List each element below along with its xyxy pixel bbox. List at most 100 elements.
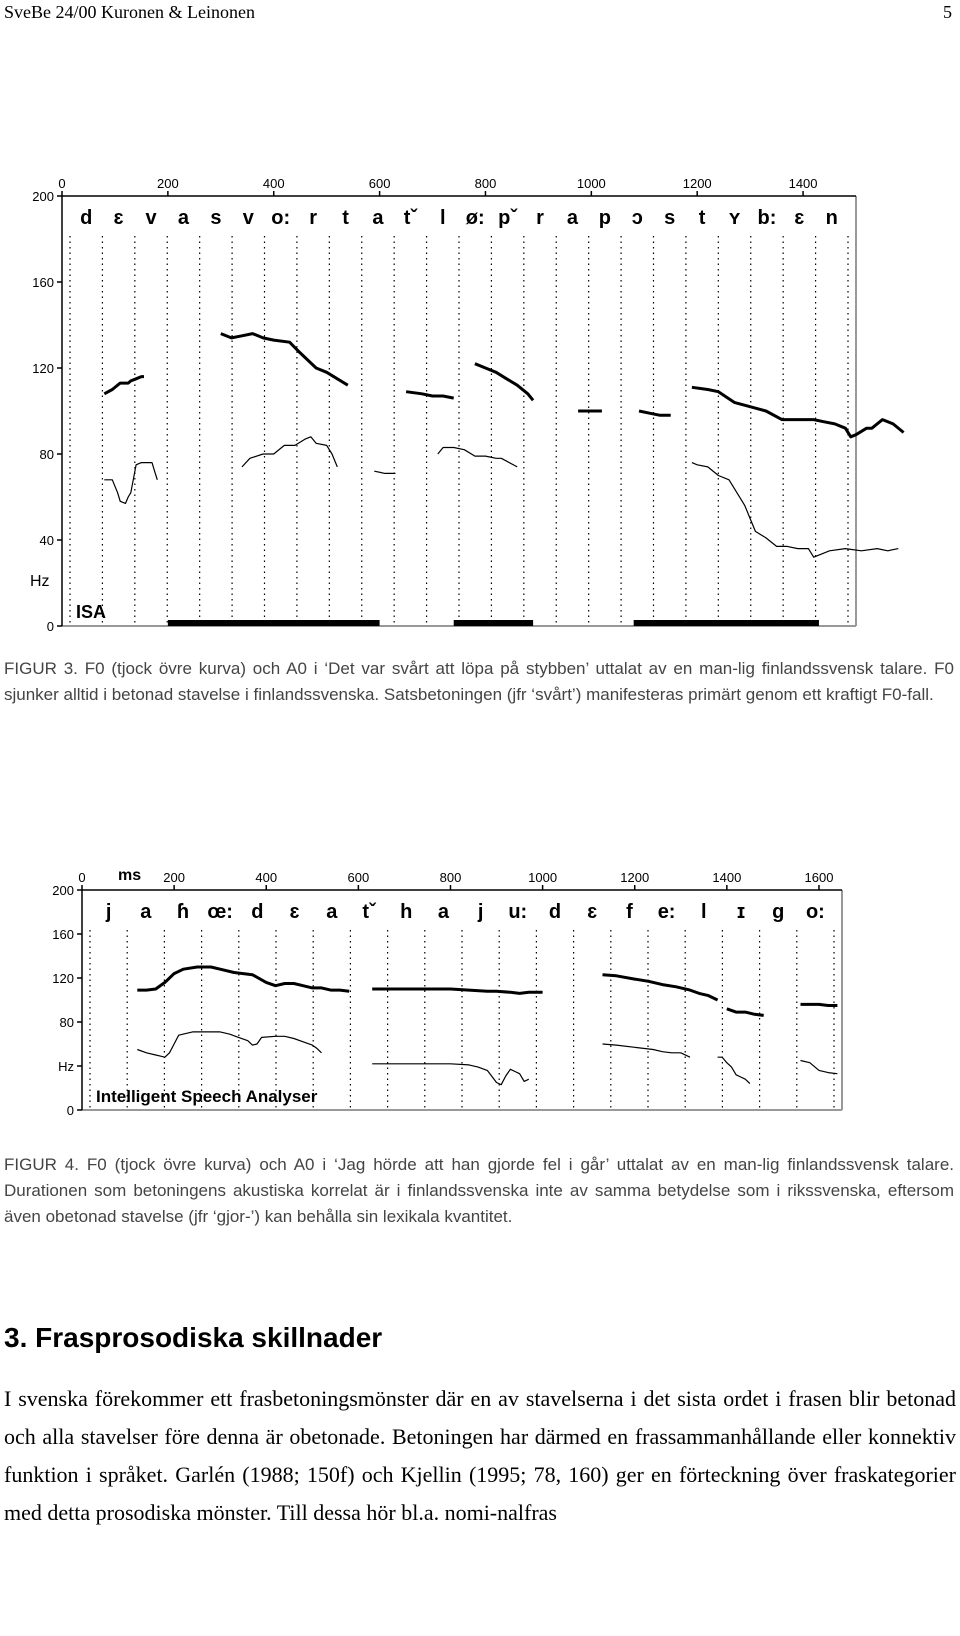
analyser-brand: ISA xyxy=(76,602,106,622)
a0-curve xyxy=(137,1031,322,1058)
x-tick-label: 1200 xyxy=(620,870,649,885)
figure-3: 0 200 400 600 800 1000 1200 1400 200 160 120 80 40 0 d… xyxy=(20,170,905,645)
x-tick-label: 400 xyxy=(255,870,277,885)
f0-curve xyxy=(405,390,454,400)
y-tick-label: 200 xyxy=(32,189,54,204)
segment-label: d xyxy=(549,901,561,923)
x-tick-label: 800 xyxy=(440,870,462,885)
y-axis-unit-label: Hz xyxy=(30,573,50,590)
y-tick-label: 80 xyxy=(40,447,54,462)
segment-label: a xyxy=(372,207,384,229)
stress-bar xyxy=(453,620,534,626)
segment-label: a xyxy=(326,901,338,923)
x-tick-label: 0 xyxy=(58,176,65,191)
x-tick-label: 1000 xyxy=(577,176,606,191)
x-tick-label: 200 xyxy=(157,176,179,191)
x-tick-label: 600 xyxy=(369,176,391,191)
figure-3-chart: 0 200 400 600 800 1000 1200 140020016012080400d… xyxy=(30,176,905,634)
figure-4-caption: FIGUR 4. F0 (tjock övre kurva) och A0 i … xyxy=(4,1155,954,1226)
analyser-brand: Intelligent Speech Analyser xyxy=(96,1087,318,1106)
segment-label: s xyxy=(664,207,675,229)
y-tick-label: 200 xyxy=(52,883,74,898)
x-tick-label: 800 xyxy=(475,176,497,191)
figure-4-chart: 0 200 400 600 800 1000 1200 1400 160020016012080… xyxy=(52,867,843,1118)
x-tick-label: 1600 xyxy=(805,870,834,885)
segment-label: a xyxy=(140,901,152,923)
a0-curve xyxy=(691,462,899,558)
page-number: 5 xyxy=(943,2,952,22)
y-tick-label: Hz xyxy=(58,1059,74,1074)
y-tick-label: 160 xyxy=(32,275,54,290)
segment-label: b: xyxy=(758,207,777,229)
x-tick-label: 400 xyxy=(263,176,285,191)
segment-label: f xyxy=(626,901,633,923)
y-tick-label: 120 xyxy=(52,971,74,986)
segment-label: t xyxy=(342,207,349,229)
segment-label: a xyxy=(178,207,190,229)
x-tick-label: 600 xyxy=(348,870,370,885)
segment-label: g xyxy=(772,901,784,923)
f0-curve xyxy=(103,375,144,396)
f0-curve xyxy=(137,965,350,993)
segment-label: pˇ xyxy=(498,207,518,229)
segment-label: p xyxy=(599,207,611,229)
a0-curve xyxy=(717,1056,751,1085)
f0-curve xyxy=(800,1002,838,1007)
segment-label: ɛ xyxy=(794,207,804,229)
segment-label: a xyxy=(567,207,579,229)
figure-3-caption: FIGUR 3. F0 (tjock övre kurva) och A0 i … xyxy=(4,659,954,704)
x-tick-label: 1200 xyxy=(683,176,712,191)
y-tick-label: 0 xyxy=(67,1103,74,1118)
x-tick-label: 200 xyxy=(163,870,185,885)
segment-label: tˇ xyxy=(362,901,377,923)
page-header: SveBe 24/00 Kuronen & Leinonen 5 xyxy=(4,2,952,26)
x-tick-label: 0 xyxy=(78,870,85,885)
f0-curve xyxy=(638,409,671,417)
segment-label: tˇ xyxy=(404,207,419,229)
segment-label: l xyxy=(440,207,446,229)
body-paragraph: I svenska förekommer ett frasbetoningsmö… xyxy=(4,1386,956,1525)
unit-label-ms: ms xyxy=(118,867,141,884)
segment-label: t xyxy=(699,207,706,229)
segment-label: o: xyxy=(806,901,825,923)
segment-label: n xyxy=(826,207,838,229)
segment-label: e: xyxy=(658,901,676,923)
segment-label: l xyxy=(701,901,707,923)
segment-label: ɦ xyxy=(177,901,189,923)
x-tick-label: 1000 xyxy=(528,870,557,885)
segment-label: j xyxy=(477,901,484,923)
f0-curve xyxy=(474,362,535,402)
running-head: SveBe 24/00 Kuronen & Leinonen xyxy=(4,2,255,22)
segment-label: r xyxy=(309,207,317,229)
segment-label: a xyxy=(438,901,450,923)
section-heading: 3. Frasprosodiska skillnader xyxy=(4,1322,383,1353)
f0-curve xyxy=(691,385,905,439)
segment-label: œ: xyxy=(207,901,233,923)
segment-label: ɛ xyxy=(114,207,124,229)
y-tick-label: 0 xyxy=(47,619,54,634)
x-tick-label: 1400 xyxy=(789,176,818,191)
segment-label: r xyxy=(536,207,544,229)
f0-curve xyxy=(220,332,349,387)
f0-curve xyxy=(726,1007,764,1017)
segment-label: d xyxy=(80,207,92,229)
stress-bar xyxy=(633,620,819,626)
f0-curve xyxy=(602,973,719,1002)
x-tick-label: 1400 xyxy=(712,870,741,885)
f0-curve xyxy=(372,987,543,995)
a0-curve xyxy=(800,1059,838,1075)
segment-label: u: xyxy=(508,901,527,923)
segment-label: d xyxy=(251,901,263,923)
a0-curve xyxy=(374,470,396,474)
figure-4: 0 200 400 600 800 1000 1200 1400 1600 200 160 120 80… xyxy=(20,860,900,1170)
y-tick-label: 80 xyxy=(60,1015,74,1030)
segment-label: v xyxy=(243,207,255,229)
segment-label: ɔ xyxy=(632,207,643,229)
a0-curve xyxy=(372,1063,530,1086)
a0-curve xyxy=(241,436,338,468)
segment-label: ɛ xyxy=(290,901,300,923)
a0-curve xyxy=(602,1043,691,1058)
y-tick-label: 40 xyxy=(40,533,54,548)
segment-label: h xyxy=(400,901,412,923)
segment-label: ɪ xyxy=(737,901,745,923)
